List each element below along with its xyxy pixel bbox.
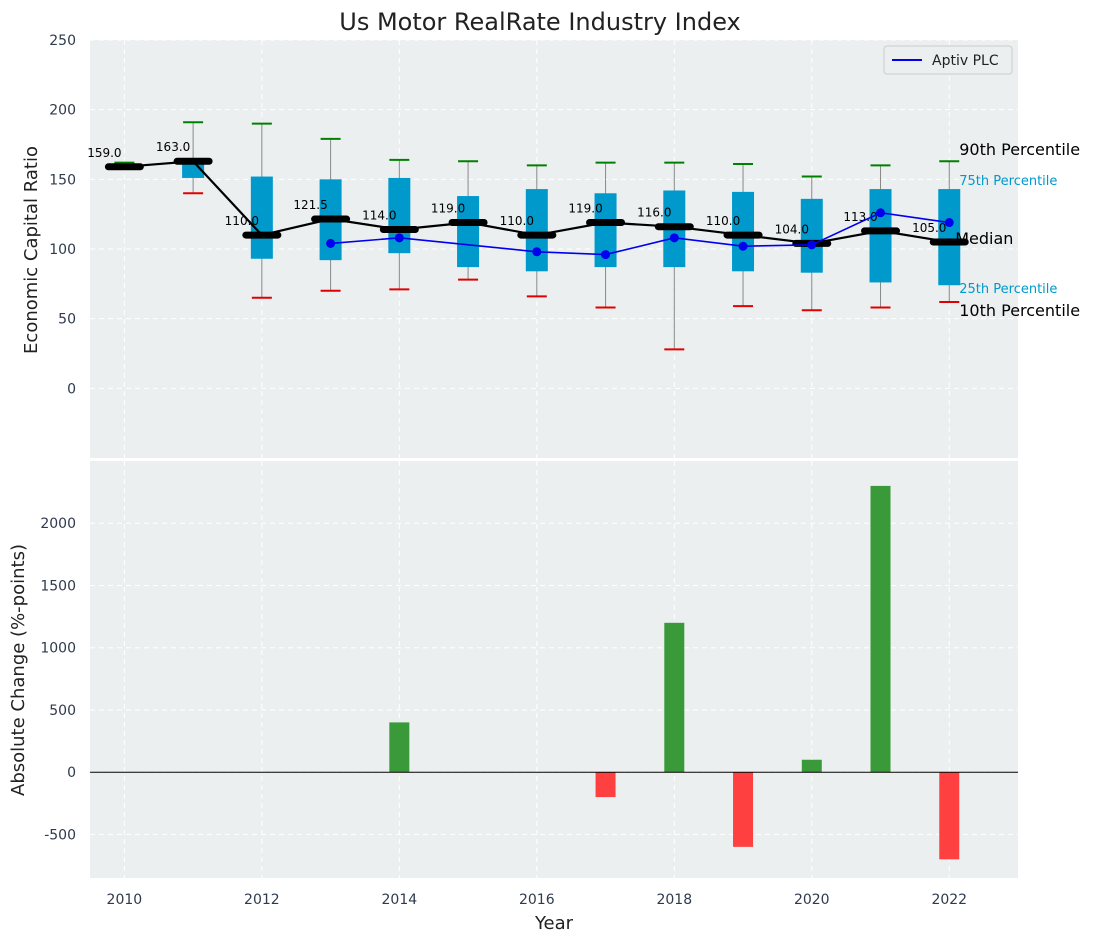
company-point-2019 xyxy=(738,241,748,251)
change-bar-2022 xyxy=(939,772,960,860)
company-point-2022 xyxy=(944,218,954,228)
median-label-2013: 121.5 xyxy=(293,198,327,212)
company-point-2014 xyxy=(394,233,404,243)
bottom-y-tick-500: 500 xyxy=(49,703,76,719)
side-label-p75: 75th Percentile xyxy=(959,174,1057,189)
median-label-2020: 104.0 xyxy=(775,222,809,236)
x-ticks: 2010 2012 2014 2016 2018 2020 2022 xyxy=(107,892,968,908)
top-y-tick-250: 250 xyxy=(49,33,76,49)
legend-label-aptiv: Aptiv PLC xyxy=(932,53,999,69)
median-label-2012: 110.0 xyxy=(225,214,259,228)
change-bar-2019 xyxy=(733,772,754,847)
company-point-2020 xyxy=(807,240,817,250)
bottom-y-tick--500: -500 xyxy=(44,827,76,843)
side-label-median: Median xyxy=(955,229,1013,248)
median-label-2010: 159.0 xyxy=(87,146,121,160)
box-2011 xyxy=(182,161,205,178)
median-label-2018: 116.0 xyxy=(637,206,671,220)
x-tick-2014: 2014 xyxy=(382,892,418,908)
top-y-ticks: 0 50 100 150 200 250 xyxy=(49,33,76,397)
box-2016 xyxy=(525,189,548,272)
bottom-y-tick-2000: 2000 xyxy=(40,516,76,532)
box-2017 xyxy=(594,193,617,268)
median-label-2015: 119.0 xyxy=(431,202,465,216)
box-2022 xyxy=(938,189,961,286)
change-bar-2021 xyxy=(870,485,891,773)
bottom-y-axis-title: Absolute Change (%-points) xyxy=(8,544,29,796)
x-axis-title: Year xyxy=(534,913,574,934)
change-bar-2020 xyxy=(801,759,822,773)
company-point-2018 xyxy=(669,233,679,243)
median-marks xyxy=(104,157,969,247)
company-point-2021 xyxy=(876,208,886,218)
box-2020 xyxy=(800,198,823,273)
x-tick-2020: 2020 xyxy=(794,892,830,908)
legend: Aptiv PLC xyxy=(883,45,1013,75)
legend-box xyxy=(883,45,1013,75)
top-y-tick-50: 50 xyxy=(58,312,76,328)
x-tick-2018: 2018 xyxy=(656,892,692,908)
bottom-y-tick-1500: 1500 xyxy=(40,578,76,594)
change-bar-2014 xyxy=(389,722,410,773)
chart-title: Us Motor RealRate Industry Index xyxy=(339,8,741,36)
top-panel: 0 50 100 150 200 250 159.0 163.0 110.0 121.5 114.… xyxy=(21,33,1080,458)
top-y-tick-150: 150 xyxy=(49,172,76,188)
box-2021 xyxy=(869,189,892,283)
whisker-caps xyxy=(114,121,960,351)
median-label-2014: 114.0 xyxy=(362,208,396,222)
bottom-plot-background xyxy=(90,461,1018,878)
median-label-2022: 105.0 xyxy=(912,221,946,235)
bottom-y-tick-0: 0 xyxy=(67,765,76,781)
top-y-tick-200: 200 xyxy=(49,103,76,119)
change-bar-2017 xyxy=(595,772,616,798)
side-label-p90: 90th Percentile xyxy=(959,140,1080,159)
company-series xyxy=(326,208,954,260)
box-2015 xyxy=(457,196,480,268)
box-2014 xyxy=(388,177,411,254)
median-label-2011: 163.0 xyxy=(156,140,190,154)
x-tick-2012: 2012 xyxy=(244,892,280,908)
x-tick-2016: 2016 xyxy=(519,892,555,908)
top-y-axis-title: Economic Capital Ratio xyxy=(21,146,42,354)
top-y-tick-0: 0 xyxy=(67,381,76,397)
company-point-2017 xyxy=(601,250,611,260)
percentile-labels: 90th Percentile 75th Percentile Median 25th… xyxy=(955,140,1080,320)
median-label-2021: 113.0 xyxy=(843,210,877,224)
company-point-2013 xyxy=(326,238,336,248)
x-tick-2022: 2022 xyxy=(931,892,967,908)
side-label-p10: 10th Percentile xyxy=(959,301,1080,320)
bottom-y-tick-1000: 1000 xyxy=(40,641,76,657)
side-label-p25: 25th Percentile xyxy=(959,282,1057,297)
bottom-y-ticks: -500 0 500 1000 1500 2000 xyxy=(40,516,76,843)
median-label-2016: 110.0 xyxy=(500,214,534,228)
x-tick-2010: 2010 xyxy=(107,892,143,908)
change-bars xyxy=(389,485,960,860)
median-label-2019: 110.0 xyxy=(706,214,740,228)
median-label-2017: 119.0 xyxy=(568,202,602,216)
top-y-tick-100: 100 xyxy=(49,242,76,258)
median-labels: 159.0 163.0 110.0 121.5 114.0 119.0 110.0 119.0… xyxy=(87,140,946,236)
change-bar-2018 xyxy=(664,622,685,773)
company-point-2016 xyxy=(532,247,542,257)
